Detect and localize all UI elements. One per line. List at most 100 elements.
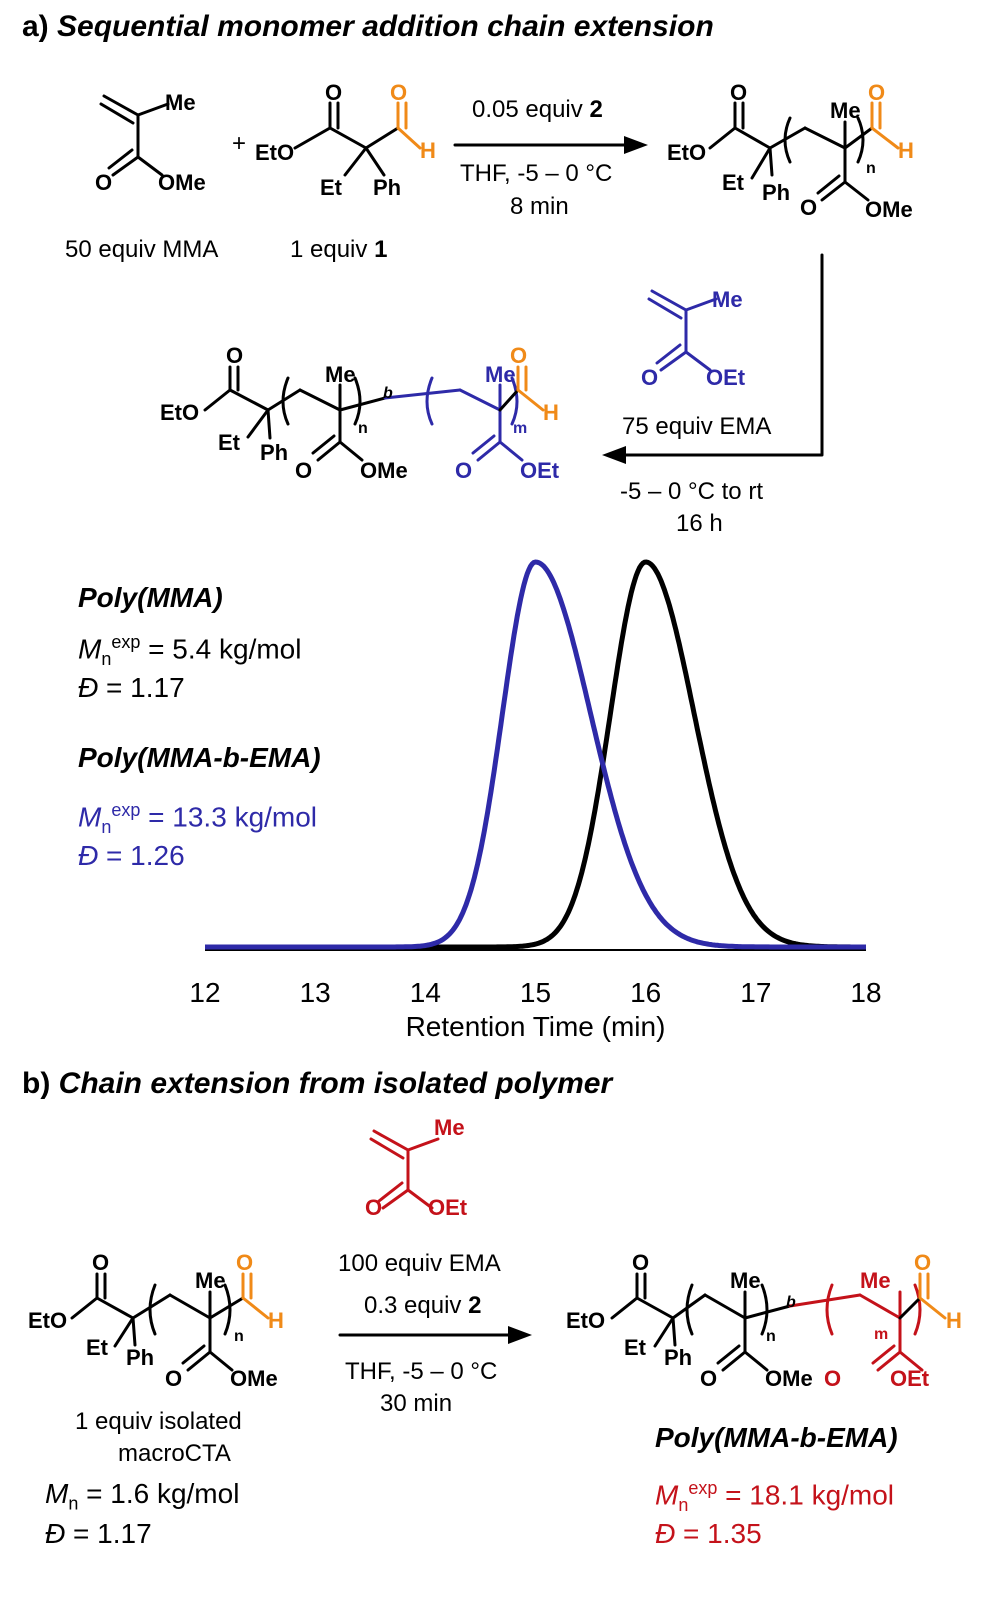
product-b-mn: Mnexp = 18.1 kg/mol	[655, 1478, 895, 1515]
step1-conditions: THF, -5 – 0 °C	[460, 160, 613, 187]
pmma-ph-label: Ph	[762, 180, 791, 205]
pmma-aldehyde-o-label: O	[868, 80, 886, 105]
cta-o-label: O	[325, 80, 343, 105]
blocka-b-label: b	[383, 385, 393, 402]
mma-o-label: O	[95, 170, 113, 195]
emab-o-label: O	[365, 1195, 383, 1220]
series-line-poly-mma	[205, 559, 866, 950]
pmma-o-label: O	[730, 80, 748, 105]
blocka-me1-label: Me	[325, 362, 356, 387]
section-b-title: b) Chain extension from isolated polymer	[22, 1067, 613, 1100]
pmma-et-label: Et	[722, 170, 744, 195]
prodb-eto-label: EtO	[566, 1308, 606, 1333]
pmma-structure	[708, 101, 874, 202]
cta-eto-label: EtO	[255, 140, 295, 165]
stepb-conditions: THF, -5 – 0 °C	[345, 1358, 498, 1385]
poly1-mn: Mnexp = 5.4 kg/mol	[78, 632, 302, 669]
blocka-o3-label: O	[455, 458, 473, 483]
cta-amount: 1 equiv 1	[290, 236, 388, 263]
blocka-me2-label: Me	[485, 362, 516, 387]
prodb-aldehyde-o-label: O	[914, 1250, 932, 1275]
blocka-o2-label: O	[295, 458, 313, 483]
blocka-ph-label: Ph	[260, 440, 289, 465]
pmma-n-label: n	[866, 160, 876, 177]
x-tick-label: 17	[740, 977, 771, 1008]
poly1-dispersity: Đ = 1.17	[78, 672, 185, 703]
ema-oet-label: OEt	[706, 365, 746, 390]
cta-ph-label: Ph	[373, 175, 402, 200]
product-b-name: Poly(MMA-b-EMA)	[655, 1422, 898, 1453]
ema-me-label: Me	[712, 287, 743, 312]
poly2-name: Poly(MMA-b-EMA)	[78, 742, 321, 773]
x-tick-label: 15	[520, 977, 551, 1008]
gpc-chart: 12 13 14 15 16 17 18 Retention Time (min)	[189, 559, 882, 1042]
blocka-et-label: Et	[218, 430, 240, 455]
blocka-m-label: m	[513, 420, 528, 437]
step1-time: 8 min	[510, 193, 569, 220]
poly2-mn: Mnexp = 13.3 kg/mol	[78, 800, 318, 837]
plus-sign: +	[232, 130, 247, 157]
stepb-ema-amount: 100 equiv EMA	[338, 1250, 501, 1277]
prodb-n-label: n	[766, 1328, 776, 1345]
macro-me-label: Me	[195, 1268, 226, 1293]
poly2-dispersity: Đ = 1.26	[78, 840, 185, 871]
stepb-time: 30 min	[380, 1390, 453, 1417]
macro-aldehyde-h-label: H	[268, 1308, 284, 1333]
x-tick-label: 12	[189, 977, 220, 1008]
prodb-me2-label: Me	[860, 1268, 891, 1293]
step1-catalyst: 0.05 equiv 2	[472, 96, 603, 123]
x-tick-label: 18	[850, 977, 881, 1008]
prodb-me1-label: Me	[730, 1268, 761, 1293]
product-b-dispersity: Đ = 1.35	[655, 1518, 762, 1549]
blocka-aldehyde-h-label: H	[543, 400, 559, 425]
x-axis-label: Retention Time (min)	[406, 1011, 666, 1042]
pmma-ome-label: OMe	[865, 197, 913, 222]
x-tick-label: 16	[630, 977, 661, 1008]
mma-structure	[99, 94, 170, 177]
macro-et-label: Et	[86, 1335, 108, 1360]
blocka-eto-label: EtO	[160, 400, 200, 425]
macro-mn: Mn = 1.6 kg/mol	[45, 1478, 240, 1514]
macro-n-label: n	[234, 1328, 244, 1345]
blocka-aldehyde-o-label: O	[510, 343, 528, 368]
step2-conditions: -5 – 0 °C to rt	[620, 478, 763, 505]
prodb-oet-label: OEt	[890, 1366, 930, 1391]
step2-time: 16 h	[676, 510, 723, 537]
macro-amount: 1 equiv isolated	[75, 1408, 242, 1435]
macro-label: macroCTA	[118, 1440, 231, 1467]
section-a-title: a) Sequential monomer addition chain ext…	[22, 10, 714, 43]
macro-dispersity: Đ = 1.17	[45, 1518, 152, 1549]
macro-aldehyde-o-label: O	[236, 1250, 254, 1275]
macro-ph-label: Ph	[126, 1345, 155, 1370]
macro-eto-label: EtO	[28, 1308, 68, 1333]
pmma-me-label: Me	[830, 98, 861, 123]
mma-amount: 50 equiv MMA	[65, 236, 219, 263]
prodb-aldehyde-h-label: H	[946, 1308, 962, 1333]
prodb-b-label: b	[786, 1294, 796, 1311]
cta-et-label: Et	[320, 175, 342, 200]
prodb-o2-label: O	[700, 1366, 718, 1391]
macro-ome-label: OMe	[230, 1366, 278, 1391]
blocka-ome-label: OMe	[360, 458, 408, 483]
cta-1-structure	[293, 101, 400, 177]
blocka-oet-label: OEt	[520, 458, 560, 483]
pmma-o2-label: O	[800, 195, 818, 220]
block-copolymer-b-structure	[610, 1272, 792, 1372]
pmma-eto-label: EtO	[667, 140, 707, 165]
prodb-o3-label: O	[824, 1366, 842, 1391]
cta-aldehyde-o-label: O	[390, 80, 408, 105]
pmma-aldehyde-h-label: H	[898, 138, 914, 163]
macrocta-structure	[70, 1272, 245, 1372]
cta-aldehyde-h-label: H	[420, 138, 436, 163]
ema-o-label: O	[641, 365, 659, 390]
poly1-name: Poly(MMA)	[78, 582, 223, 613]
prodb-et-label: Et	[624, 1335, 646, 1360]
mma-me-label: Me	[165, 90, 196, 115]
prodb-ome-label: OMe	[765, 1366, 813, 1391]
block-copolymer-a-structure	[203, 365, 387, 462]
macro-o-label: O	[92, 1250, 110, 1275]
emab-oet-label: OEt	[428, 1195, 468, 1220]
x-tick-label: 14	[410, 977, 441, 1008]
stepb-catalyst: 0.3 equiv 2	[364, 1292, 482, 1319]
